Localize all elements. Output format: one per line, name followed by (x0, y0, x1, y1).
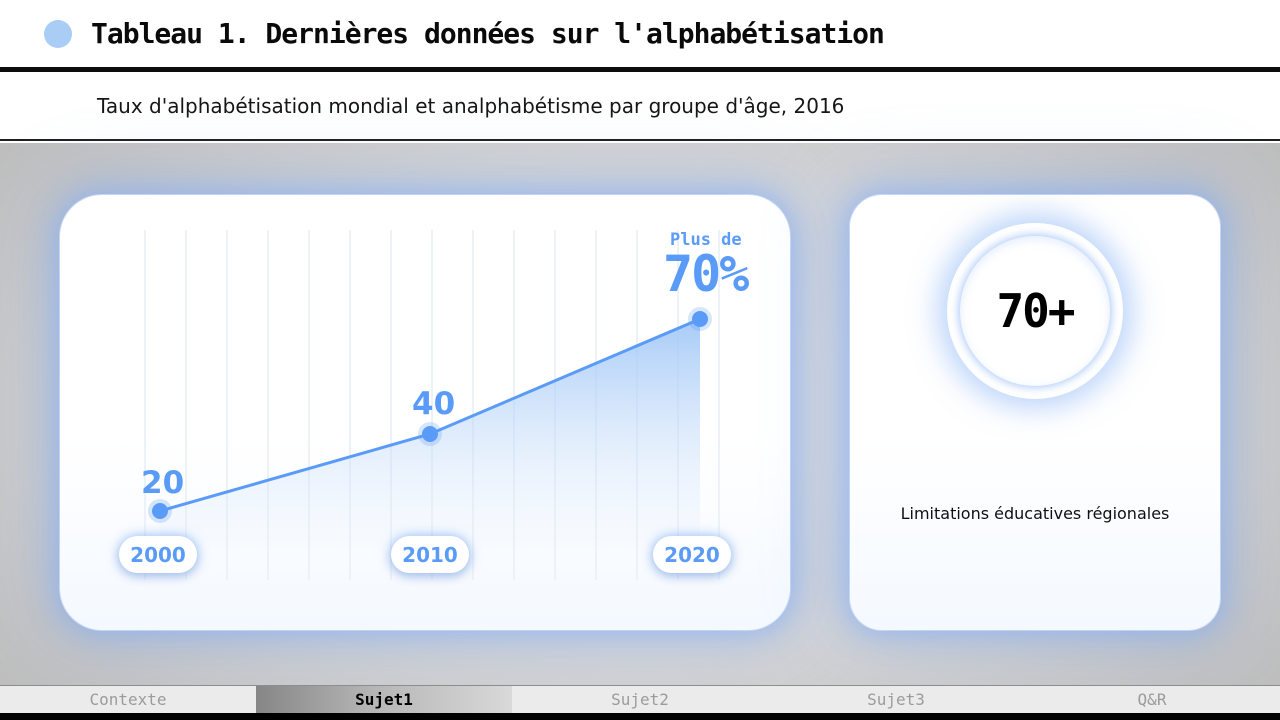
bottom-nav: Contexte Sujet1 Sujet2 Sujet3 Q&R (0, 685, 1280, 713)
annotation-plus-de: Plus de (670, 230, 742, 250)
line-chart-card: 20 40 Plus de 70% 2000 2010 2020 (60, 195, 790, 630)
stat-glow-circle: 70+ (947, 223, 1123, 399)
nav-tab-sujet1[interactable]: Sujet1 (256, 686, 512, 713)
page-title: Tableau 1. Dernières données sur l'alpha… (91, 17, 885, 50)
slide-header: Tableau 1. Dernières données sur l'alpha… (0, 0, 1280, 72)
nav-tab-sujet3[interactable]: Sujet3 (867, 690, 925, 709)
bullet-circle-icon (44, 19, 72, 48)
area-line-chart (144, 230, 720, 580)
chart-subtitle: Taux d'alphabétisation mondial et analph… (97, 93, 845, 118)
nav-tab-sujet2[interactable]: Sujet2 (611, 690, 669, 709)
stat-card: 70+ Limitations éducatives régionales (850, 195, 1220, 630)
slide-body: 20 40 Plus de 70% 2000 2010 2020 70+ Lim… (0, 143, 1280, 685)
data-label-2000: 20 (141, 465, 185, 501)
subtitle-bar: Taux d'alphabétisation mondial et analph… (0, 72, 1280, 141)
x-axis-pill-2020: 2020 (653, 536, 731, 573)
data-label-2010: 40 (412, 386, 456, 422)
stat-value: 70+ (996, 284, 1075, 338)
nav-tab-contexte[interactable]: Contexte (89, 690, 167, 709)
stat-inner-circle: 70+ (960, 236, 1110, 386)
nav-tab-qr[interactable]: Q&R (1137, 690, 1167, 709)
bottom-black-strip (0, 713, 1280, 720)
data-label-2020: 70% (663, 245, 749, 303)
x-axis-pill-2010: 2010 (391, 536, 469, 573)
stat-caption: Limitations éducatives régionales (900, 504, 1170, 523)
x-axis-pill-2000: 2000 (119, 536, 197, 573)
